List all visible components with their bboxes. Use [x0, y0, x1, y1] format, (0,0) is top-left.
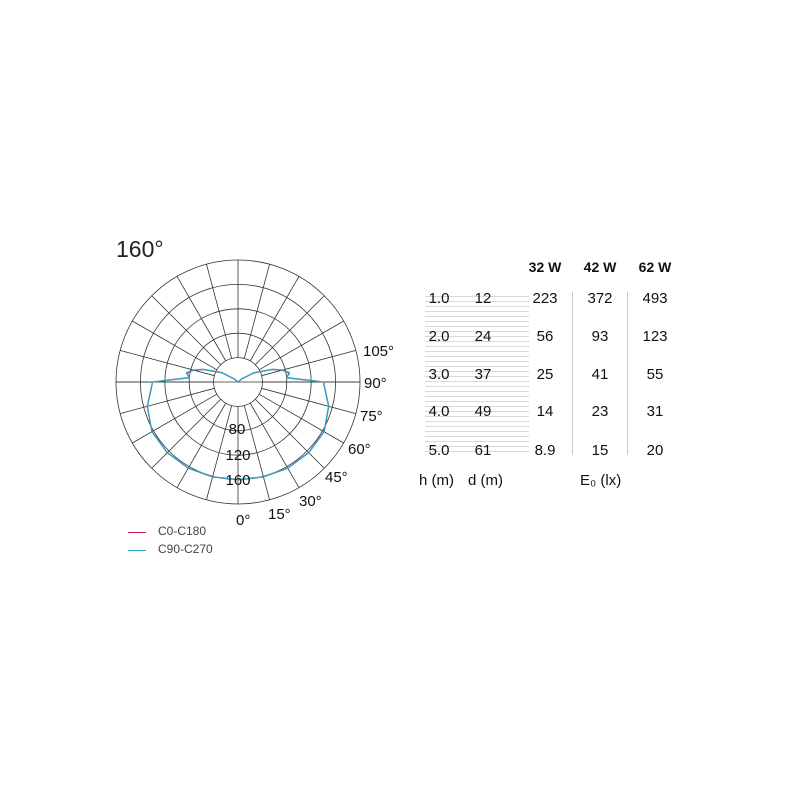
beam-angle-title: 160° — [116, 236, 164, 262]
grid-spoke — [261, 350, 356, 377]
grid-spoke — [254, 295, 325, 366]
cell-value-42w: 372 — [587, 290, 613, 307]
grid-spoke — [120, 350, 215, 377]
legend-swatch-c90 — [128, 550, 146, 551]
footer-illuminance: E₀ (lx) — [580, 472, 622, 489]
cell-h: 2.0 — [428, 328, 450, 345]
angle-label-60: 60° — [348, 441, 371, 458]
grid-spoke — [206, 264, 233, 359]
table-stripes — [425, 292, 529, 455]
cell-value-42w: 93 — [591, 328, 609, 345]
angle-label-30: 30° — [299, 493, 322, 510]
cell-d: 49 — [474, 403, 492, 420]
cell-value-42w: 15 — [591, 442, 609, 459]
footer-height: h (m) — [419, 472, 454, 489]
cell-value-32w: 25 — [536, 366, 554, 383]
angle-label-90: 90° — [364, 375, 387, 392]
column-divider — [627, 292, 628, 455]
header-42w: 42 W — [583, 259, 617, 275]
cell-h: 1.0 — [428, 290, 450, 307]
grid-spoke — [243, 264, 270, 359]
cell-value-62w: 20 — [646, 442, 664, 459]
grid-spoke — [261, 387, 356, 414]
grid-spoke — [132, 320, 218, 371]
grid-spoke — [258, 393, 344, 444]
cell-value-62w: 55 — [646, 366, 664, 383]
angle-label-45: 45° — [325, 469, 348, 486]
ring-label-160: 160 — [225, 472, 251, 489]
cell-value-42w: 41 — [591, 366, 609, 383]
grid-spoke — [249, 276, 300, 362]
cell-d: 12 — [474, 290, 492, 307]
cell-value-62w: 31 — [646, 403, 664, 420]
grid-spoke — [132, 393, 218, 444]
grid-spoke — [243, 405, 270, 500]
legend-swatch-c0 — [128, 532, 146, 533]
header-62w: 62 W — [638, 259, 672, 275]
header-32w: 32 W — [528, 259, 562, 275]
legend-label-c0: C0-C180 — [158, 524, 207, 538]
cell-value-62w: 123 — [642, 328, 668, 345]
cell-h: 4.0 — [428, 403, 450, 420]
angle-label-15: 15° — [268, 506, 291, 523]
footer-distance: d (m) — [468, 472, 503, 489]
ring-label-120: 120 — [225, 447, 251, 464]
cell-value-32w: 8.9 — [534, 442, 556, 459]
curve-c90-c270 — [146, 368, 330, 481]
cell-d: 61 — [474, 442, 492, 459]
cell-value-32w: 14 — [536, 403, 554, 420]
cell-value-42w: 23 — [591, 403, 609, 420]
cell-d: 24 — [474, 328, 492, 345]
cell-d: 37 — [474, 366, 492, 383]
grid-spoke — [151, 398, 222, 469]
angle-label-105: 105° — [363, 343, 395, 360]
ring-label-80: 80 — [228, 421, 246, 438]
legend-label-c90: C90-C270 — [158, 542, 213, 556]
cell-value-32w: 56 — [536, 328, 554, 345]
grid-spoke — [120, 387, 215, 414]
grid-spoke — [258, 320, 344, 371]
grid-spoke — [249, 402, 300, 488]
grid-spoke — [151, 295, 222, 366]
angle-label-0: 0° — [236, 512, 251, 529]
grid-spoke — [206, 405, 233, 500]
grid-spoke — [176, 276, 227, 362]
cell-value-62w: 493 — [642, 290, 668, 307]
column-divider — [572, 292, 573, 455]
cell-value-32w: 223 — [532, 290, 558, 307]
grid-spoke — [254, 398, 325, 469]
grid-spoke — [176, 402, 227, 488]
angle-label-75: 75° — [360, 408, 383, 425]
cell-h: 3.0 — [428, 366, 450, 383]
cell-h: 5.0 — [428, 442, 450, 459]
